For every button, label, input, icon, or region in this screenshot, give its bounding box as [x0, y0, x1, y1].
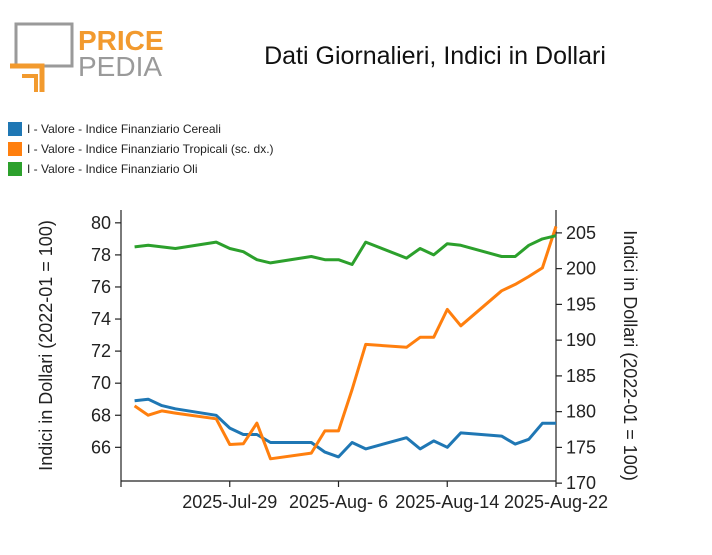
left-tick-label: 66: [91, 437, 111, 457]
legend-swatch-cereali: [8, 122, 22, 136]
right-tick-label: 185: [566, 366, 596, 386]
left-tick-label: 74: [91, 309, 111, 329]
series-line-oli: [134, 234, 557, 266]
y-left-axis-label: Indici in Dollari (2022-01 = 100): [36, 220, 56, 471]
pricepedia-logo: PRICE PEDIA: [8, 22, 168, 94]
right-tick-label: 195: [566, 294, 596, 314]
legend-item-tropicali: I - Valore - Indice Finanziario Tropical…: [8, 139, 274, 159]
logo-mark: PRICE PEDIA: [10, 22, 164, 92]
legend-item-oli: I - Valore - Indice Finanziario Oli: [8, 159, 274, 179]
legend-swatch-oli: [8, 162, 22, 176]
right-tick-label: 175: [566, 437, 596, 457]
chart-title: Dati Giornalieri, Indici in Dollari: [264, 42, 606, 70]
x-tick-label: 2025-Aug- 6: [289, 492, 388, 512]
legend-swatch-tropicali: [8, 142, 22, 156]
left-tick-label: 80: [91, 213, 111, 233]
legend-label-cereali: I - Valore - Indice Finanziario Cereali: [27, 122, 221, 136]
x-tick-label: 2025-Aug-22: [504, 492, 608, 512]
legend: I - Valore - Indice Finanziario Cereali …: [8, 119, 274, 179]
right-tick-label: 200: [566, 259, 596, 279]
right-tick-label: 170: [566, 473, 596, 493]
logo-word-price: PRICE: [78, 25, 164, 56]
left-tick-label: 78: [91, 245, 111, 265]
legend-label-oli: I - Valore - Indice Finanziario Oli: [27, 162, 198, 176]
logo-orange-corner-outer: [10, 63, 45, 92]
logo-word-pedia: PEDIA: [78, 51, 162, 82]
legend-item-cereali: I - Valore - Indice Finanziario Cereali: [8, 119, 274, 139]
series-line-cereali: [134, 397, 556, 459]
legend-label-tropicali: I - Valore - Indice Finanziario Tropical…: [27, 142, 274, 156]
right-tick-label: 180: [566, 402, 596, 422]
left-tick-label: 72: [91, 341, 111, 361]
logo-orange-corner-inner: [22, 74, 38, 92]
left-tick-label: 68: [91, 405, 111, 425]
x-tick-label: 2025-Aug-14: [395, 492, 499, 512]
right-tick-label: 205: [566, 223, 596, 243]
x-tick-label: 2025-Jul-29: [182, 492, 277, 512]
left-tick-label: 70: [91, 373, 111, 393]
series-line-tropicali: [133, 225, 558, 461]
y-right-axis-label: Indici in Dollari (2022-01 = 100): [620, 230, 640, 481]
right-tick-label: 190: [566, 330, 596, 350]
left-tick-label: 76: [91, 277, 111, 297]
